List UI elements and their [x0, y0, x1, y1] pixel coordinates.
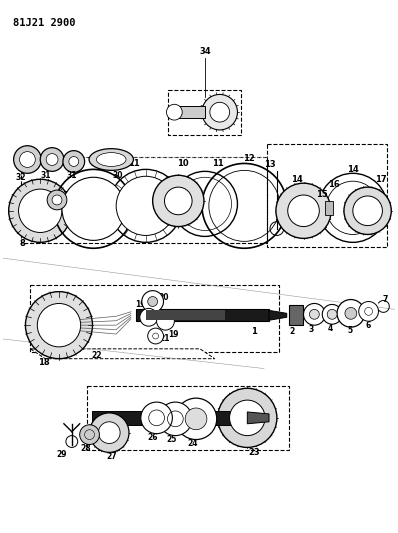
Circle shape — [344, 187, 391, 235]
Text: 23: 23 — [248, 448, 260, 457]
Text: 18: 18 — [38, 358, 50, 367]
Text: 11: 11 — [212, 159, 224, 168]
Text: 33: 33 — [59, 191, 69, 200]
Text: 8: 8 — [20, 239, 25, 248]
Circle shape — [288, 195, 319, 227]
Text: 11: 11 — [128, 159, 140, 168]
Text: 15: 15 — [316, 190, 328, 198]
Text: 20: 20 — [158, 293, 169, 302]
Circle shape — [47, 190, 67, 210]
Circle shape — [359, 302, 378, 321]
Circle shape — [46, 154, 58, 165]
Text: 19: 19 — [136, 300, 146, 309]
Polygon shape — [269, 310, 287, 320]
Text: 13: 13 — [264, 160, 276, 169]
Circle shape — [37, 303, 81, 347]
Circle shape — [14, 146, 41, 173]
Circle shape — [166, 104, 182, 120]
Text: 16: 16 — [328, 180, 340, 189]
Circle shape — [158, 402, 192, 435]
Text: 28: 28 — [80, 444, 91, 453]
Text: 9: 9 — [91, 159, 96, 168]
Circle shape — [80, 425, 100, 445]
Text: 6: 6 — [366, 321, 371, 330]
Text: 34: 34 — [199, 46, 211, 55]
Circle shape — [164, 187, 192, 215]
Ellipse shape — [96, 152, 126, 166]
Text: 26: 26 — [147, 433, 158, 442]
Circle shape — [63, 151, 85, 172]
Circle shape — [337, 300, 365, 327]
Circle shape — [153, 175, 204, 227]
Polygon shape — [30, 349, 215, 359]
Circle shape — [148, 328, 164, 344]
Text: 4: 4 — [328, 324, 333, 333]
Circle shape — [98, 422, 120, 443]
Polygon shape — [247, 412, 269, 424]
Circle shape — [25, 292, 92, 359]
Circle shape — [9, 179, 72, 243]
Text: 32: 32 — [15, 173, 26, 182]
Circle shape — [20, 151, 35, 167]
Circle shape — [276, 183, 331, 238]
Circle shape — [142, 290, 164, 312]
Text: 21: 21 — [159, 335, 170, 343]
Circle shape — [218, 388, 277, 447]
Text: 1: 1 — [251, 327, 257, 336]
Bar — [325, 201, 333, 215]
Bar — [289, 305, 302, 325]
Circle shape — [345, 308, 357, 319]
Bar — [87, 386, 289, 450]
Circle shape — [19, 189, 62, 232]
Text: 25: 25 — [166, 435, 177, 444]
Circle shape — [69, 157, 79, 166]
Circle shape — [52, 195, 62, 205]
Bar — [92, 411, 254, 425]
Circle shape — [322, 304, 342, 324]
Circle shape — [210, 102, 230, 122]
Circle shape — [116, 176, 176, 236]
Text: 27: 27 — [106, 452, 117, 461]
Circle shape — [140, 309, 158, 326]
Circle shape — [90, 413, 129, 453]
Bar — [170, 106, 205, 118]
Circle shape — [230, 400, 265, 435]
Text: 17: 17 — [375, 175, 386, 184]
Circle shape — [309, 309, 319, 319]
Circle shape — [353, 196, 382, 225]
Ellipse shape — [89, 149, 133, 171]
Text: 5: 5 — [347, 326, 352, 335]
Circle shape — [62, 177, 125, 240]
Bar — [30, 285, 279, 352]
Text: 14: 14 — [291, 175, 302, 184]
Circle shape — [40, 148, 64, 171]
Text: 3: 3 — [309, 325, 314, 334]
Bar — [136, 309, 269, 321]
Bar — [146, 310, 224, 320]
Circle shape — [148, 296, 158, 306]
Text: 19: 19 — [168, 329, 179, 338]
Text: 81J21 2900: 81J21 2900 — [13, 18, 75, 28]
Text: 7: 7 — [382, 295, 388, 304]
Text: 10: 10 — [178, 159, 189, 168]
Bar — [21, 157, 267, 244]
Text: 2: 2 — [289, 327, 294, 336]
Circle shape — [304, 303, 325, 325]
Bar — [267, 144, 387, 247]
Circle shape — [176, 398, 217, 440]
Circle shape — [327, 309, 337, 319]
Text: 22: 22 — [91, 351, 102, 360]
Text: 31: 31 — [41, 171, 51, 180]
Text: 24: 24 — [188, 439, 198, 448]
Circle shape — [156, 312, 174, 330]
Text: 31: 31 — [66, 171, 77, 180]
Bar — [168, 91, 242, 135]
Text: 30: 30 — [113, 171, 123, 180]
Text: 12: 12 — [244, 154, 255, 163]
Text: 14: 14 — [347, 165, 359, 174]
Circle shape — [141, 402, 172, 434]
Circle shape — [185, 408, 207, 430]
Text: 29: 29 — [57, 450, 67, 459]
Circle shape — [202, 94, 238, 130]
